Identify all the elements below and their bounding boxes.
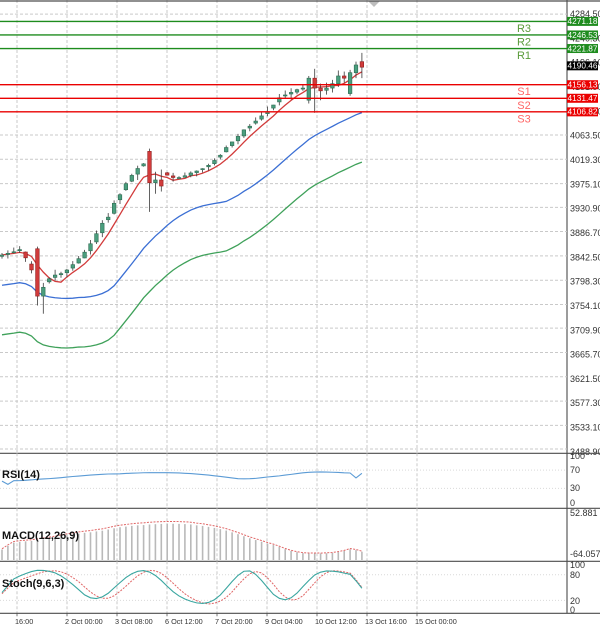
svg-text:100: 100 <box>570 560 585 570</box>
svg-text:3621.50: 3621.50 <box>570 374 600 384</box>
svg-text:3 Oct 08:00: 3 Oct 08:00 <box>115 617 153 626</box>
svg-text:4019.30: 4019.30 <box>570 155 600 165</box>
svg-text:0: 0 <box>570 498 575 508</box>
svg-text:3886.70: 3886.70 <box>570 228 600 238</box>
svg-text:4221.87: 4221.87 <box>568 43 598 53</box>
svg-text:3842.50: 3842.50 <box>570 252 600 262</box>
svg-text:52.881: 52.881 <box>570 508 598 518</box>
svg-text:4063.50: 4063.50 <box>570 131 600 141</box>
svg-text:70: 70 <box>570 465 580 475</box>
svg-text:3754.10: 3754.10 <box>570 301 600 311</box>
svg-text:15 Oct 00:00: 15 Oct 00:00 <box>415 617 457 626</box>
svg-text:S3: S3 <box>517 113 530 125</box>
svg-text:3665.70: 3665.70 <box>570 350 600 360</box>
svg-text:80: 80 <box>570 570 580 580</box>
svg-text:4271.18: 4271.18 <box>568 16 598 26</box>
svg-text:R3: R3 <box>517 23 531 35</box>
svg-text:4106.82: 4106.82 <box>568 107 598 117</box>
svg-text:7 Oct 20:00: 7 Oct 20:00 <box>215 617 253 626</box>
svg-text:2 Oct 00:00: 2 Oct 00:00 <box>65 617 103 626</box>
svg-text:3975.10: 3975.10 <box>570 179 600 189</box>
svg-text:4156.13: 4156.13 <box>568 80 598 90</box>
svg-text:9 Oct 04:00: 9 Oct 04:00 <box>265 617 303 626</box>
svg-text:RSI(14): RSI(14) <box>2 469 40 481</box>
svg-text:R1: R1 <box>517 50 531 62</box>
svg-text:-64.057: -64.057 <box>570 549 600 559</box>
svg-text:3709.90: 3709.90 <box>570 325 600 335</box>
svg-text:100: 100 <box>570 451 585 461</box>
svg-text:13 Oct 16:00: 13 Oct 16:00 <box>365 617 407 626</box>
svg-text:4131.47: 4131.47 <box>568 93 598 103</box>
svg-text:R2: R2 <box>517 36 531 48</box>
svg-text:10 Oct 12:00: 10 Oct 12:00 <box>315 617 357 626</box>
svg-text:3533.10: 3533.10 <box>570 423 600 433</box>
svg-text:30: 30 <box>570 483 580 493</box>
svg-text:6 Oct 12:00: 6 Oct 12:00 <box>165 617 203 626</box>
svg-text:3930.90: 3930.90 <box>570 204 600 214</box>
svg-text:S1: S1 <box>517 86 530 98</box>
svg-text:3577.30: 3577.30 <box>570 398 600 408</box>
svg-text:3798.30: 3798.30 <box>570 277 600 287</box>
svg-text:Stoch(9,6,3): Stoch(9,6,3) <box>2 578 65 590</box>
svg-text:S2: S2 <box>517 100 530 112</box>
svg-text:MACD(12,26,9): MACD(12,26,9) <box>2 530 79 542</box>
svg-text:4246.53: 4246.53 <box>568 30 598 40</box>
svg-text:4190.46: 4190.46 <box>568 61 598 71</box>
svg-text:16:00: 16:00 <box>15 617 33 626</box>
